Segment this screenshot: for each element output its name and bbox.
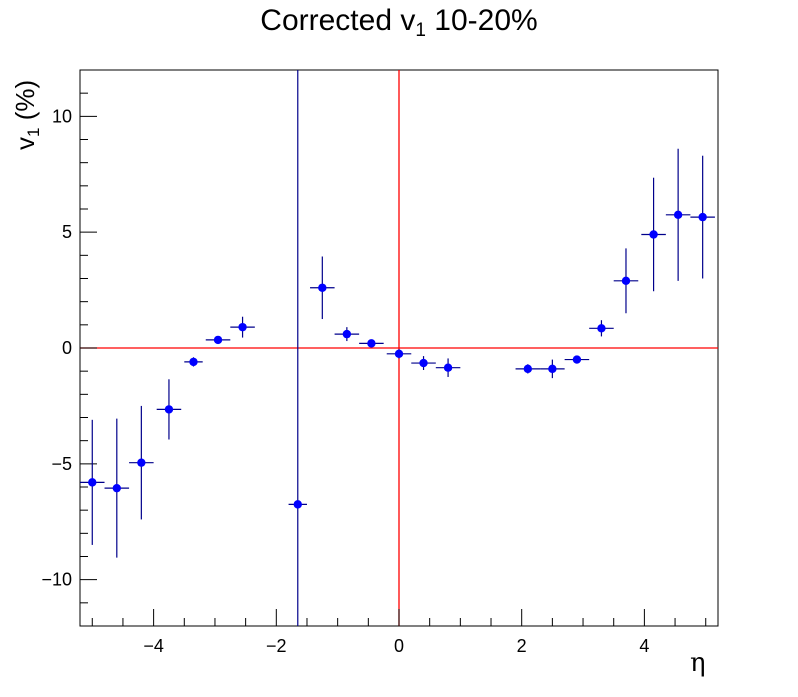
data-marker bbox=[342, 329, 352, 339]
y-axis: −10 −5 0 5 10 bbox=[41, 69, 97, 627]
data-point bbox=[665, 148, 691, 281]
reference-lines bbox=[80, 70, 718, 626]
x-tick-label: −2 bbox=[266, 636, 287, 656]
data-point bbox=[310, 256, 335, 320]
data-marker bbox=[548, 364, 557, 374]
data-marker bbox=[597, 324, 606, 333]
data-marker bbox=[698, 212, 707, 222]
data-marker bbox=[238, 322, 247, 332]
chart-title: Corrected v1 10-20% bbox=[0, 4, 798, 42]
data-point bbox=[288, 70, 307, 626]
data-marker bbox=[213, 335, 223, 345]
x-tick-label: −4 bbox=[143, 636, 164, 656]
data-point bbox=[386, 349, 412, 359]
data-point bbox=[690, 155, 715, 279]
data-point bbox=[540, 359, 565, 379]
data-point bbox=[589, 320, 614, 337]
data-marker bbox=[443, 363, 453, 372]
data-point bbox=[334, 327, 360, 342]
data-marker bbox=[649, 230, 658, 239]
data-point bbox=[129, 405, 154, 520]
data-marker bbox=[572, 355, 582, 364]
data-point bbox=[104, 418, 130, 558]
data-point bbox=[435, 358, 461, 377]
x-tick-label: 2 bbox=[517, 636, 527, 656]
data-point bbox=[80, 419, 105, 545]
y-tick-label: 0 bbox=[62, 338, 72, 358]
chart-title-suffix: 10-20% bbox=[425, 4, 538, 37]
data-points bbox=[80, 70, 715, 626]
data-marker bbox=[112, 483, 122, 493]
data-marker bbox=[164, 405, 174, 414]
data-point bbox=[205, 335, 231, 345]
data-marker bbox=[367, 339, 376, 348]
data-marker bbox=[523, 364, 533, 374]
data-marker bbox=[419, 358, 428, 368]
data-marker bbox=[189, 357, 198, 367]
data-marker bbox=[621, 276, 631, 286]
y-tick-label: 5 bbox=[62, 222, 72, 242]
data-marker bbox=[673, 210, 683, 219]
data-marker bbox=[293, 500, 302, 509]
data-point bbox=[359, 339, 384, 348]
x-axis-label: η bbox=[690, 648, 706, 678]
y-tick-label: −5 bbox=[51, 454, 72, 474]
data-marker bbox=[88, 478, 97, 487]
x-axis: −4 −2 0 2 4 bbox=[91, 609, 707, 656]
data-marker bbox=[137, 458, 146, 467]
data-point bbox=[515, 364, 541, 374]
chart-title-main: Corrected v bbox=[260, 4, 416, 37]
data-point bbox=[411, 356, 436, 371]
data-marker bbox=[318, 283, 327, 292]
x-tick-label: 0 bbox=[394, 636, 404, 656]
data-point bbox=[156, 379, 182, 440]
data-marker bbox=[394, 349, 404, 358]
chart-title-subscript: 1 bbox=[415, 20, 426, 41]
x-tick-label: 4 bbox=[639, 636, 649, 656]
data-point bbox=[184, 357, 203, 367]
y-tick-label: 10 bbox=[52, 106, 72, 126]
y-tick-label: −10 bbox=[41, 570, 72, 590]
data-point bbox=[613, 248, 639, 314]
data-point bbox=[230, 316, 255, 338]
data-point bbox=[564, 355, 590, 364]
data-point bbox=[641, 177, 666, 292]
